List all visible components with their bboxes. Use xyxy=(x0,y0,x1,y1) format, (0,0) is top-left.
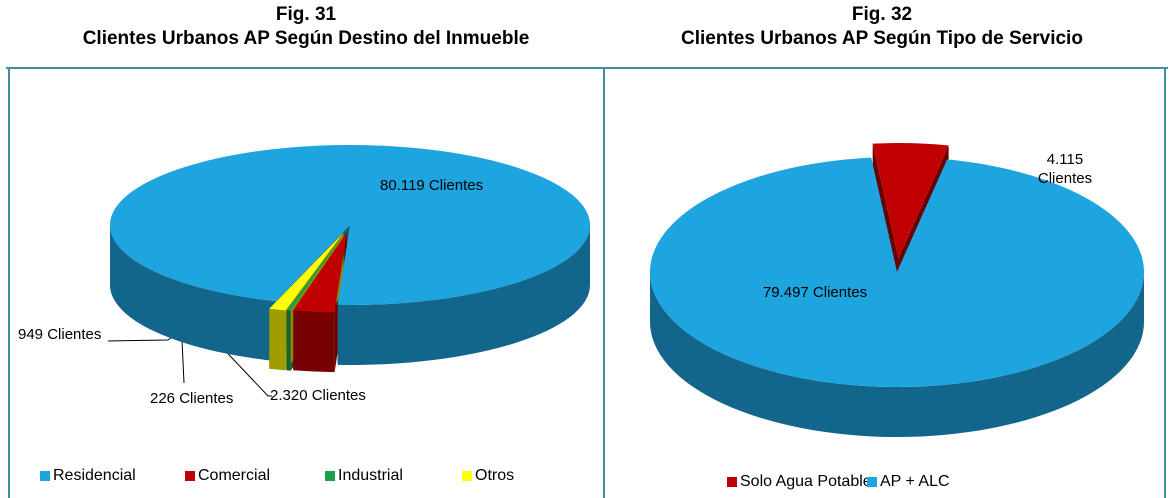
legend-swatch xyxy=(867,477,877,487)
slice xyxy=(872,143,949,259)
data-label: 4.115 Clientes xyxy=(1037,151,1093,187)
slice-side xyxy=(293,310,335,373)
data-label: 226 Clientes xyxy=(150,390,234,407)
data-label-box: 79.497 Clientes xyxy=(762,284,868,301)
slice-sides xyxy=(110,225,590,373)
data-label-box: 80.119 Clientes xyxy=(380,177,484,194)
slice-tops xyxy=(109,145,590,313)
data-label-box: 2.320 Clientes xyxy=(270,387,366,404)
legend-swatch xyxy=(185,471,195,481)
legend-label: Comercial xyxy=(198,467,270,484)
slice xyxy=(269,232,344,311)
data-label: 949 Clientes xyxy=(18,326,102,343)
pie xyxy=(650,143,1145,437)
legend-swatch xyxy=(325,471,335,481)
data-label: 2.320 Clientes xyxy=(270,387,366,404)
slice-side xyxy=(286,310,291,371)
slice-side xyxy=(269,308,286,371)
slice-sides xyxy=(650,272,1144,437)
legend-swatch xyxy=(727,477,737,487)
legend-swatch xyxy=(40,471,50,481)
data-label-box: 226 Clientes xyxy=(150,390,234,407)
legend-label: Otros xyxy=(475,467,514,484)
panel-frame xyxy=(6,67,1168,498)
data-label-box: 4.115 Clientes xyxy=(1037,151,1093,187)
legend-label: Residencial xyxy=(53,467,136,484)
slice-side xyxy=(110,225,276,362)
chart-title: Clientes Urbanos AP Según Destino del In… xyxy=(83,28,530,49)
figure-number: Fig. 31 xyxy=(276,4,337,25)
data-label: 80.119 Clientes xyxy=(380,177,484,194)
legend-label: AP + ALC xyxy=(880,473,950,490)
legend-swatch xyxy=(462,471,472,481)
data-label: 79.497 Clientes xyxy=(762,284,868,301)
slice xyxy=(109,145,590,305)
chart-title: Clientes Urbanos AP Según Tipo de Servic… xyxy=(681,28,1083,49)
slice-tops xyxy=(650,143,1145,387)
slice xyxy=(650,157,1145,387)
pie xyxy=(109,145,590,373)
slice-side xyxy=(650,272,1144,437)
slice xyxy=(286,232,345,311)
figure-number: Fig. 32 xyxy=(852,4,912,25)
legend-label: Industrial xyxy=(338,467,403,484)
data-label-box: 949 Clientes xyxy=(18,326,102,343)
slice-side xyxy=(337,225,590,365)
legend-label: Solo Agua Potable xyxy=(740,473,872,490)
slice xyxy=(293,232,347,313)
